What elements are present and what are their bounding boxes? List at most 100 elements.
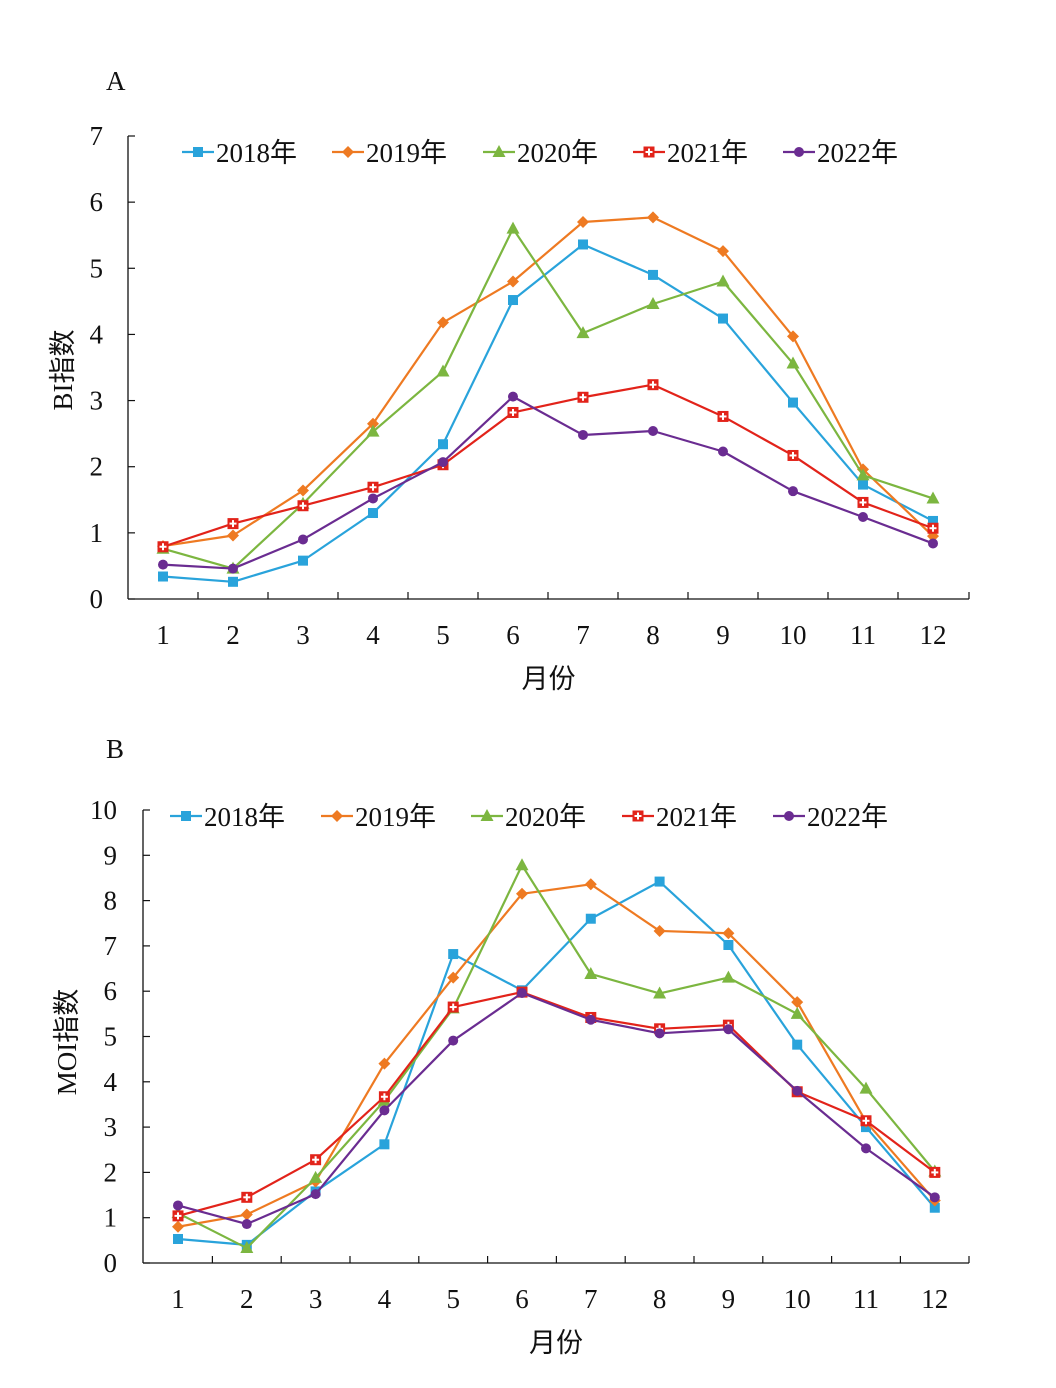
chart2-data-point bbox=[447, 971, 460, 984]
chart2-legend-swatch-marker bbox=[331, 810, 343, 822]
chart1-data-point bbox=[926, 491, 940, 504]
chart2-data-point bbox=[447, 1001, 459, 1013]
chart2-data-point bbox=[517, 988, 527, 999]
chart1-x-tick-label: 9 bbox=[716, 620, 730, 650]
chart2-data-point bbox=[654, 1028, 665, 1039]
chart2-legend-item: 2018年 bbox=[170, 802, 285, 832]
chart1-legend-label: 2021年 bbox=[667, 138, 748, 168]
chart2-data-point bbox=[929, 1202, 940, 1213]
chart2-data-point bbox=[378, 1091, 390, 1103]
chart1-data-point bbox=[857, 496, 869, 508]
chart2-y-tick-label: 1 bbox=[104, 1203, 118, 1233]
chart2-data-point bbox=[448, 949, 459, 960]
chart1-data-point bbox=[158, 559, 168, 570]
chart2-series-5 bbox=[173, 988, 940, 1230]
chart1-y-tick-label: 3 bbox=[90, 386, 104, 416]
chart1-x-tick-label: 10 bbox=[780, 620, 807, 650]
chart1-data-point bbox=[577, 215, 589, 228]
chart2-legend-label: 2018年 bbox=[204, 802, 285, 832]
chart1-data-point bbox=[228, 563, 238, 574]
chart1-data-point bbox=[227, 529, 239, 542]
chart2-data-point bbox=[653, 924, 666, 937]
chart1-y-tick-label: 5 bbox=[90, 253, 104, 283]
chart2-y-tick-label: 6 bbox=[104, 976, 118, 1006]
chart1-legend-swatch-marker bbox=[643, 146, 655, 158]
chart2-data-point bbox=[792, 1085, 803, 1096]
chart1-x-tick-label: 3 bbox=[296, 620, 310, 650]
chart1-data-point bbox=[858, 479, 868, 490]
chart2-data-point bbox=[859, 1081, 873, 1094]
chart1-data-point bbox=[576, 326, 590, 339]
chart2-data-point bbox=[378, 1057, 391, 1070]
chart2-data-point bbox=[310, 1154, 322, 1166]
chart2-data-point bbox=[585, 1014, 596, 1025]
chart2-data-point bbox=[379, 1139, 390, 1150]
chart1-legend-swatch-marker bbox=[193, 147, 203, 157]
chart1-data-point bbox=[647, 211, 659, 224]
chart2-data-point bbox=[584, 878, 597, 891]
chart2-data-point bbox=[310, 1189, 321, 1200]
chart1-data-point bbox=[157, 541, 169, 553]
chart2-data-point bbox=[654, 876, 665, 887]
chart2-y-tick-label: 8 bbox=[104, 886, 118, 916]
chart1-series-line bbox=[162, 227, 934, 570]
chart1-x-tick-label: 11 bbox=[850, 620, 876, 650]
chart1-data-point bbox=[367, 481, 379, 493]
chart1-data-point bbox=[436, 364, 450, 377]
chart2-y-tick-label: 5 bbox=[104, 1022, 118, 1052]
chart1-x-tick-label: 1 bbox=[156, 620, 170, 650]
chart2-data-point bbox=[515, 858, 529, 871]
chart2-data-point bbox=[723, 939, 734, 950]
chart1-legend-swatch-marker bbox=[492, 145, 506, 157]
chart1-data-point bbox=[368, 508, 378, 519]
chart1-data-point bbox=[298, 555, 308, 566]
chart1-data-point bbox=[368, 493, 378, 504]
chart1-series-5 bbox=[158, 391, 938, 574]
chart1-x-tick-label: 6 bbox=[506, 620, 520, 650]
chart2-data-point bbox=[241, 1219, 252, 1230]
chart2-legend-label: 2021年 bbox=[656, 802, 737, 832]
chart2-data-point bbox=[792, 1039, 803, 1050]
chart2-x-tick-label: 9 bbox=[722, 1284, 736, 1314]
chart1-data-point bbox=[297, 484, 309, 497]
chart2-data-point bbox=[172, 1210, 184, 1222]
chart1-data-point bbox=[227, 518, 239, 530]
chart2-series-line bbox=[177, 883, 936, 1228]
chart1-data-point bbox=[366, 424, 380, 437]
chart2-data-point bbox=[448, 1035, 459, 1046]
chart1-data-point bbox=[786, 356, 800, 369]
chart1-series-line bbox=[162, 216, 934, 548]
chart1-data-point bbox=[507, 275, 519, 288]
chart2-series-line bbox=[177, 991, 936, 1226]
chart1-y-tick-label: 1 bbox=[90, 518, 104, 548]
chart1-y-tick-label: 2 bbox=[90, 452, 104, 482]
chart2-data-point bbox=[173, 1233, 183, 1244]
chart2-x-tick-label: 8 bbox=[653, 1284, 667, 1314]
chart1-data-point bbox=[298, 534, 308, 545]
chart1-data-point bbox=[788, 486, 798, 497]
chart2-legend-label: 2019年 bbox=[355, 802, 436, 832]
chart2-data-point bbox=[653, 986, 667, 999]
chart1-data-point bbox=[507, 406, 519, 418]
chart2-y-tick-label: 10 bbox=[90, 795, 117, 825]
chart2-data-point bbox=[723, 1024, 734, 1035]
chart1-series-3 bbox=[156, 221, 940, 574]
chart1-data-point bbox=[578, 239, 588, 250]
chart2-x-tick-label: 10 bbox=[784, 1284, 811, 1314]
chart1-data-point bbox=[158, 571, 168, 582]
chart2-y-tick-label: 2 bbox=[104, 1157, 118, 1187]
chart1-data-point bbox=[437, 316, 449, 329]
chart1-data-point bbox=[718, 313, 728, 324]
chart1-legend-label: 2019年 bbox=[366, 138, 447, 168]
chart2-series-line bbox=[177, 864, 936, 1250]
chart2-data-point bbox=[240, 1241, 254, 1254]
chart1-series-4 bbox=[157, 379, 939, 553]
chart2-data-point bbox=[722, 927, 735, 940]
chart2-legend-item: 2021年 bbox=[622, 802, 737, 832]
chart2-data-point bbox=[860, 1115, 872, 1127]
chart1-data-point bbox=[858, 511, 868, 522]
chart2-legend-item: 2022年 bbox=[773, 802, 888, 832]
chart1-y-tick-label: 7 bbox=[90, 121, 104, 151]
chart1-data-point bbox=[297, 500, 309, 512]
chart1-data-point bbox=[716, 274, 730, 287]
